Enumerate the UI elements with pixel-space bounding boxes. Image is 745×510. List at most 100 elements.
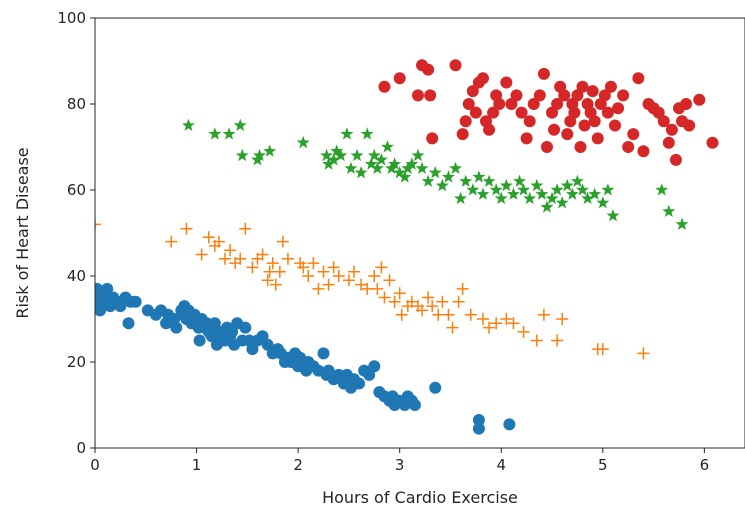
x-tick-label: 6	[700, 456, 710, 474]
data-point	[234, 252, 247, 265]
data-point	[527, 98, 540, 110]
x-tick-label: 5	[598, 456, 608, 474]
data-point	[540, 141, 553, 153]
data-point	[435, 178, 449, 192]
y-tick-label: 40	[67, 267, 86, 285]
data-point	[422, 291, 435, 304]
data-point	[195, 248, 208, 261]
data-point	[578, 119, 591, 132]
data-point	[383, 274, 396, 287]
data-point	[368, 270, 381, 282]
y-tick-label: 80	[67, 95, 86, 113]
data-point	[472, 422, 485, 435]
data-point	[500, 313, 513, 325]
data-point	[535, 187, 549, 200]
data-point	[411, 148, 425, 162]
data-point	[95, 218, 101, 231]
data-point	[466, 183, 480, 196]
data-point	[432, 308, 445, 321]
data-point	[565, 187, 579, 200]
data-point	[551, 334, 564, 347]
data-point	[344, 161, 358, 174]
data-point	[548, 123, 561, 136]
series-3	[181, 118, 689, 230]
data-point	[256, 248, 269, 261]
axes-frame	[94, 17, 745, 449]
data-point	[393, 166, 407, 179]
data-point	[483, 321, 496, 334]
data-point	[476, 187, 490, 200]
x-tick-label: 1	[192, 456, 202, 474]
data-point	[302, 270, 315, 282]
data-point	[421, 174, 435, 187]
data-point	[208, 127, 222, 140]
data-point	[129, 295, 142, 308]
data-point	[657, 115, 670, 128]
data-point	[297, 261, 310, 274]
x-tick-label: 3	[395, 456, 405, 474]
data-point	[669, 153, 682, 166]
data-point	[637, 145, 650, 158]
data-point	[320, 148, 334, 162]
data-point	[263, 144, 277, 157]
data-point	[662, 204, 676, 217]
series-1	[95, 282, 516, 435]
data-point	[347, 265, 360, 278]
data-point	[499, 178, 513, 192]
data-point	[428, 166, 442, 179]
data-point	[360, 127, 374, 140]
data-point	[513, 174, 526, 187]
data-point	[253, 148, 266, 162]
data-point	[408, 399, 421, 411]
data-point	[327, 153, 341, 166]
data-point	[276, 235, 289, 248]
data-point	[500, 76, 513, 89]
data-point	[371, 282, 384, 295]
data-point	[555, 196, 569, 209]
data-point	[364, 157, 378, 170]
data-point	[193, 334, 206, 347]
data-point	[517, 325, 530, 338]
data-point	[266, 257, 279, 270]
data-point	[296, 135, 310, 149]
data-point	[655, 183, 669, 196]
data-point	[662, 136, 675, 149]
data-point	[606, 209, 620, 222]
data-point	[332, 270, 345, 282]
data-point	[675, 217, 689, 230]
data-point	[489, 183, 503, 196]
data-point	[273, 265, 286, 278]
data-point	[627, 128, 640, 141]
data-point	[586, 85, 599, 98]
x-tick-label: 2	[293, 456, 303, 474]
data-point	[378, 80, 391, 93]
data-point	[367, 148, 381, 162]
data-point	[581, 191, 595, 205]
data-point	[588, 187, 602, 200]
y-axis-label: Risk of Heart Disease	[13, 147, 32, 318]
data-point	[342, 274, 355, 287]
data-point	[219, 252, 231, 265]
data-point	[523, 191, 537, 205]
data-point	[507, 317, 520, 330]
data-point	[239, 222, 252, 235]
x-axis-ticks: 0 1 2 3 4 5 6	[90, 448, 709, 474]
data-point	[398, 170, 412, 183]
data-point	[424, 89, 437, 102]
data-point	[375, 261, 388, 274]
y-axis-ticks: 0 20 40 60 80 100	[57, 9, 95, 457]
data-point	[381, 140, 394, 153]
data-point	[395, 308, 408, 321]
data-point	[246, 261, 259, 274]
data-point	[261, 274, 274, 287]
data-point	[212, 235, 225, 248]
data-point	[576, 80, 589, 93]
data-point	[503, 418, 516, 431]
data-point	[483, 123, 496, 136]
data-point	[180, 222, 193, 235]
data-point	[556, 313, 569, 325]
data-point	[330, 144, 344, 157]
data-point	[533, 89, 546, 102]
x-axis-label: Hours of Cardio Exercise	[322, 488, 518, 507]
